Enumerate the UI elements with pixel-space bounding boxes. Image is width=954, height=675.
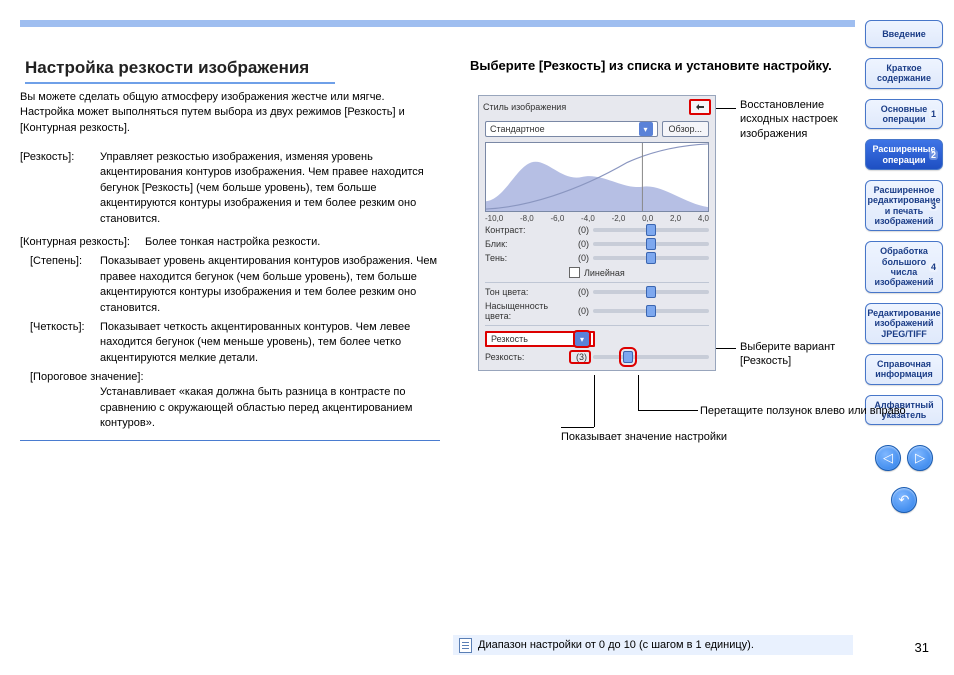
- contrast-row: Контраст: (0): [479, 223, 715, 237]
- sharpness-slider[interactable]: [593, 355, 709, 359]
- def-fineness-text: Показывает четкость акцентированных конт…: [100, 320, 440, 366]
- sharpness-mode-row: Резкость ▾: [479, 328, 715, 350]
- contrast-value: (0): [571, 225, 589, 235]
- callout-choose: Выберите вариант [Резкость]: [740, 340, 860, 369]
- nav-intro[interactable]: Введение: [865, 20, 943, 48]
- linear-checkbox[interactable]: [569, 267, 580, 278]
- callout-line: [638, 410, 698, 411]
- sharpness-slider-row: Резкость: (3): [479, 350, 715, 364]
- sharpness-dd-value: Резкость: [491, 334, 528, 344]
- prev-page-button[interactable]: ◁: [875, 445, 901, 471]
- callout-line: [716, 108, 736, 109]
- nav-tag: 1: [929, 109, 938, 119]
- saturation-slider[interactable]: [593, 309, 709, 313]
- highlight-slider[interactable]: [593, 242, 709, 246]
- intro-text: Вы можете сделать общую атмосферу изобра…: [20, 90, 420, 136]
- page-title: Настройка резкости изображения: [25, 58, 335, 84]
- top-accent-bar: [20, 20, 855, 27]
- sharpness-dropdown[interactable]: Резкость ▾: [485, 331, 595, 347]
- preset-value: Стандартное: [490, 124, 545, 134]
- saturation-row: Насыщенность цвета: (0): [479, 299, 715, 323]
- callout-reset: Восстановление исходных настроек изображ…: [740, 98, 855, 141]
- linear-label: Линейная: [584, 268, 625, 278]
- pager-buttons: ◁ ▷: [875, 445, 933, 471]
- tone-slider[interactable]: [593, 290, 709, 294]
- nav-jpeg-tiff[interactable]: Редактирование изображений JPEG/TIFF: [865, 303, 943, 344]
- callout-value: Показывает значение настройки: [561, 430, 727, 444]
- highlight-row: Блик: (0): [479, 237, 715, 251]
- contrast-slider[interactable]: [593, 228, 709, 232]
- return-button[interactable]: ↶: [891, 487, 917, 513]
- next-page-button[interactable]: ▷: [907, 445, 933, 471]
- chevron-down-icon: ▾: [575, 332, 589, 346]
- nav-tag: 4: [929, 262, 938, 272]
- highlight-value: (0): [571, 239, 589, 249]
- tone-label: Тон цвета:: [485, 287, 567, 297]
- chevron-down-icon: ▾: [639, 122, 653, 136]
- contrast-label: Контраст:: [485, 225, 567, 235]
- linear-row: Линейная: [479, 265, 715, 280]
- highlight-label: Блик:: [485, 239, 567, 249]
- saturation-value: (0): [571, 306, 589, 316]
- nav-basic-ops[interactable]: Основные операции 1: [865, 99, 943, 130]
- picture-style-panel: Стиль изображения Стандартное ▾ Обзор...…: [478, 95, 716, 371]
- page-number: 31: [915, 640, 929, 655]
- section-divider: [20, 440, 440, 441]
- def-sharpness-term: [Резкость]:: [20, 150, 100, 227]
- shadow-slider[interactable]: [593, 256, 709, 260]
- reset-button[interactable]: [689, 99, 711, 115]
- browse-button[interactable]: Обзор...: [662, 121, 710, 137]
- nav-tag: 2: [929, 150, 938, 160]
- saturation-label: Насыщенность цвета:: [485, 301, 567, 321]
- callout-line: [716, 348, 736, 349]
- def-threshold-text: Устанавливает «какая должна быть разница…: [30, 385, 440, 431]
- callout-line: [638, 375, 639, 410]
- def-sharpness-text: Управляет резкостью изображения, изменяя…: [100, 150, 440, 227]
- note-box: Диапазон настройки от 0 до 10 (с шагом в…: [453, 635, 853, 655]
- def-strength-text: Показывает уровень акцентирования контур…: [100, 254, 440, 316]
- callout-drag: Перетащите ползунок влево или вправо: [700, 404, 906, 418]
- def-unsharp-text: Более тонкая настройка резкости.: [145, 235, 320, 250]
- panel-title: Стиль изображения: [483, 102, 566, 112]
- nav-reference[interactable]: Справочная информация: [865, 354, 943, 385]
- nav-adv-edit[interactable]: Расширенное редактирование и печать изоб…: [865, 180, 943, 231]
- sidebar-nav: Введение Краткое содержание Основные опе…: [864, 20, 944, 513]
- histogram: [485, 142, 709, 212]
- nav-tag: 3: [929, 201, 938, 211]
- tone-value: (0): [571, 287, 589, 297]
- shadow-label: Тень:: [485, 253, 567, 263]
- nav-batch[interactable]: Обработка большого числа изображений 4: [865, 241, 943, 292]
- note-icon: [459, 638, 472, 653]
- def-threshold-term: [Пороговое значение]:: [30, 370, 440, 385]
- tone-row: Тон цвета: (0): [479, 285, 715, 299]
- sharpness-label: Резкость:: [485, 352, 567, 362]
- def-fineness-term: [Четкость]:: [30, 320, 100, 366]
- histogram-axis: -10,0-8,0-6,0-4,0-2,00,02,04,0: [479, 214, 715, 223]
- shadow-value: (0): [571, 253, 589, 263]
- def-strength-term: [Степень]:: [30, 254, 100, 316]
- callout-line: [594, 375, 595, 427]
- nav-summary[interactable]: Краткое содержание: [865, 58, 943, 89]
- note-text: Диапазон настройки от 0 до 10 (с шагом в…: [478, 639, 754, 651]
- nav-advanced-ops[interactable]: Расширенные операции 2: [865, 139, 943, 170]
- callout-line: [561, 427, 594, 428]
- undo-icon: [693, 102, 707, 112]
- sharpness-value: (3): [571, 352, 589, 362]
- def-unsharp-term: [Контурная резкость]:: [20, 235, 145, 250]
- preset-dropdown[interactable]: Стандартное ▾: [485, 121, 658, 137]
- definition-list: [Резкость]: Управляет резкостью изображе…: [20, 150, 440, 436]
- shadow-row: Тень: (0): [479, 251, 715, 265]
- step-heading: Выберите [Резкость] из списка и установи…: [470, 58, 840, 75]
